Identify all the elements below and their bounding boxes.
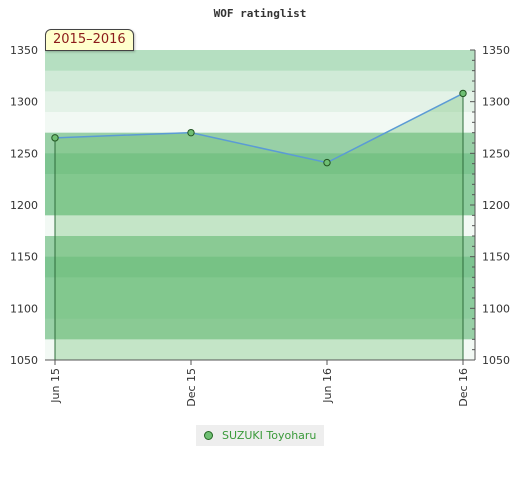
- series-area: [55, 93, 463, 361]
- background-band: [45, 70, 475, 92]
- y-tick-label-right: 1300: [482, 96, 510, 109]
- y-tick-label-left: 1250: [10, 147, 38, 160]
- data-point: [459, 89, 467, 98]
- chart-title: WOF ratinglist: [214, 7, 307, 20]
- data-point: [51, 134, 59, 142]
- data-point: [323, 158, 331, 167]
- background-band: [45, 194, 475, 216]
- legend-series-name: SUZUKI Toyoharu: [222, 429, 317, 442]
- y-tick-label-right: 1350: [482, 44, 510, 57]
- background-band: [45, 153, 475, 175]
- data-point: [187, 128, 195, 137]
- y-tick-label-left: 1050: [10, 354, 38, 367]
- y-tick-label-right: 1250: [482, 147, 510, 160]
- series-line: [54, 92, 464, 164]
- background-band: [45, 318, 475, 340]
- y-tick-label-left: 1200: [10, 199, 38, 212]
- background-band: [45, 236, 475, 258]
- background-band: [45, 50, 475, 72]
- line-layer: [51, 89, 467, 167]
- y-tick-label-left: 1100: [10, 302, 38, 315]
- background-band: [45, 256, 475, 278]
- legend[interactable]: SUZUKI Toyoharu: [196, 425, 325, 446]
- background-bands: [45, 50, 475, 361]
- background-band: [45, 298, 475, 320]
- background-band: [45, 339, 475, 361]
- x-tick-label: Dec 16: [457, 368, 470, 407]
- background-band: [45, 112, 475, 134]
- period-label: 2015–2016: [45, 29, 134, 51]
- background-band: [45, 91, 475, 113]
- y-tick-label-right: 1200: [482, 199, 510, 212]
- background-band: [45, 277, 475, 299]
- y-tick-label-left: 1300: [10, 96, 38, 109]
- background-band: [45, 132, 475, 154]
- y-tick-label-left: 1350: [10, 44, 38, 57]
- x-tick-label: Jun 16: [321, 368, 334, 404]
- y-tick-label-left: 1150: [10, 251, 38, 264]
- y-tick-label-right: 1100: [482, 302, 510, 315]
- x-tick-label: Jun 15: [49, 368, 62, 404]
- background-band: [45, 174, 475, 196]
- legend-marker-icon: [204, 431, 213, 440]
- axes: 1050 1050 1100 1100 1150 1150 1200 1200 1250 1250…: [10, 44, 510, 407]
- background-band: [45, 215, 475, 237]
- x-tick-label: Dec 15: [185, 368, 198, 407]
- area-layer: [54, 93, 464, 361]
- y-tick-label-right: 1150: [482, 251, 510, 264]
- y-tick-label-right: 1050: [482, 354, 510, 367]
